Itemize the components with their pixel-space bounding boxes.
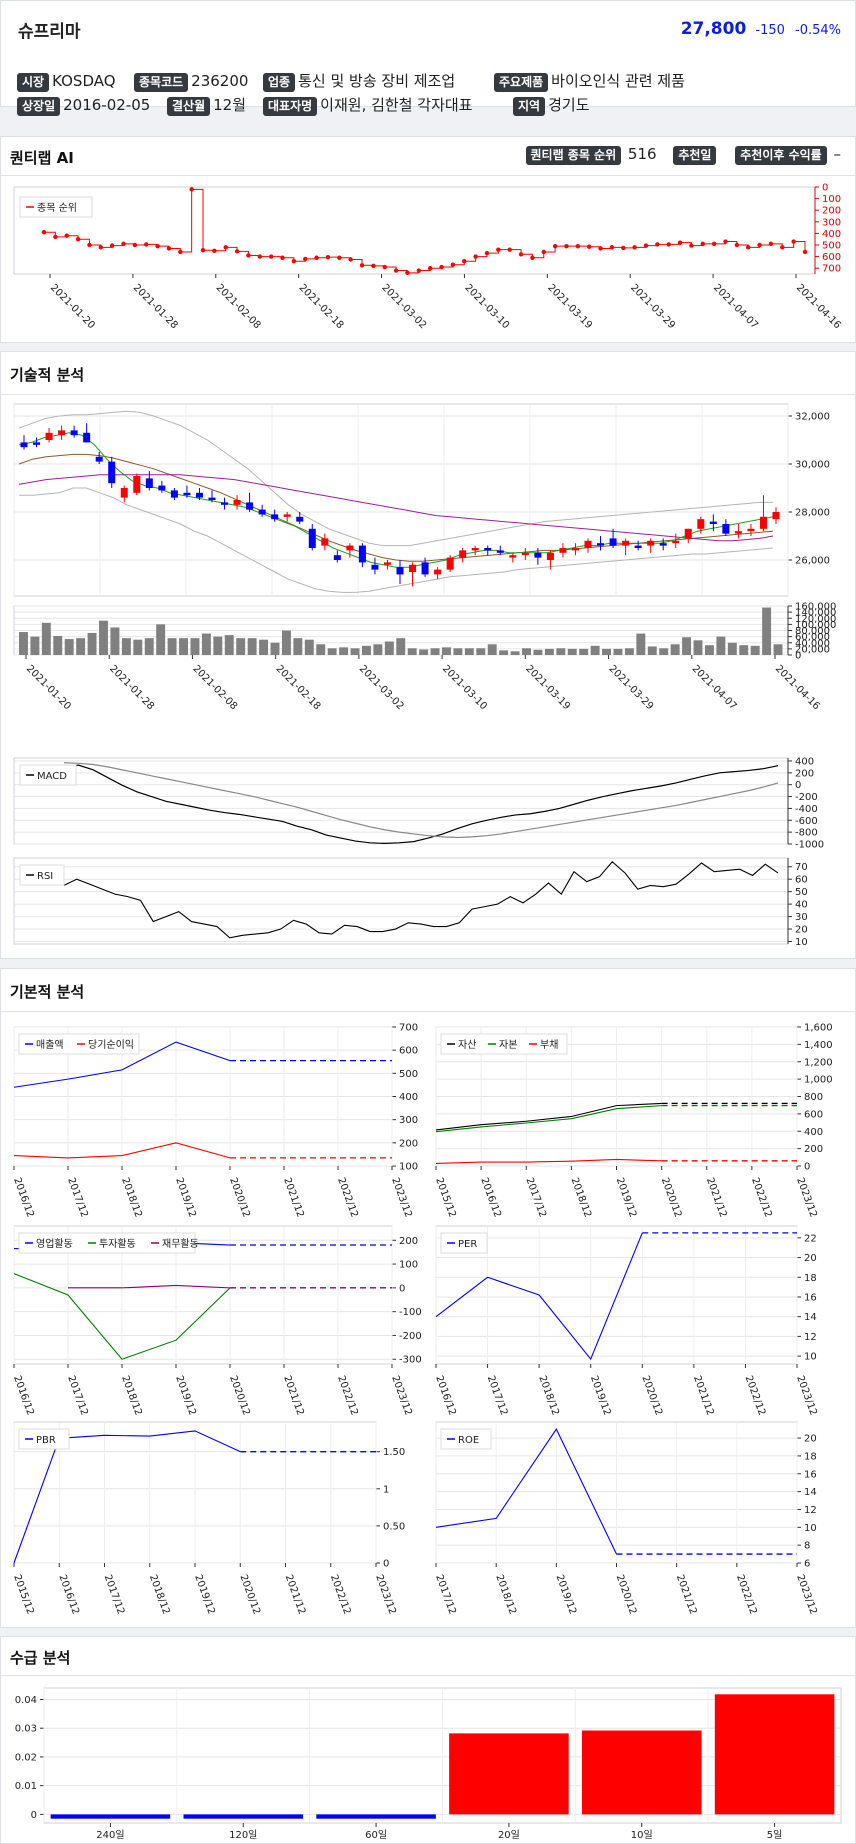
info-fiscal-month: 결산월 12월 bbox=[167, 95, 246, 116]
info-products: 주요제품 바이오인식 관련 제품 bbox=[494, 71, 685, 92]
rank-value: 516 bbox=[627, 145, 657, 163]
info-listing-date: 상장일 2016-02-05 bbox=[17, 95, 150, 116]
return-label: 추천이후 수익률 bbox=[735, 146, 827, 165]
supply-card: 수급 분석 bbox=[0, 1636, 856, 1844]
info-industry: 업종 통신 및 방송 장비 제조업 bbox=[263, 71, 455, 92]
quantilab-title: 퀀티랩 AI bbox=[10, 149, 74, 167]
fundamental-card: 기본적 분석 bbox=[0, 968, 856, 1628]
technical-card: 기술적 분석 bbox=[0, 351, 856, 959]
info-region: 지역 경기도 bbox=[513, 95, 590, 116]
price-block: 27,800 -150 -0.54% bbox=[681, 19, 841, 39]
quantilab-summary: 퀀티랩 종목 순위 516 추천일 추천이후 수익률 – bbox=[525, 145, 842, 165]
technical-title: 기술적 분석 bbox=[10, 366, 85, 384]
price-change-pct: -0.54% bbox=[795, 23, 841, 38]
info-code: 종목코드 236200 bbox=[134, 71, 248, 92]
stock-header-card: 슈프리마 27,800 -150 -0.54% 시장 KOSDAQ 종목코드 236… bbox=[0, 0, 856, 116]
return-value: – bbox=[833, 145, 842, 163]
rank-label: 퀀티랩 종목 순위 bbox=[525, 146, 622, 165]
info-ceo: 대표자명 이재원, 김한철 각자대표 bbox=[263, 95, 472, 116]
current-price: 27,800 bbox=[680, 19, 747, 39]
quantilab-card: 퀀티랩 AI 퀀티랩 종목 순위 516 추천일 추천이후 수익률 – bbox=[0, 136, 856, 343]
rec-date-label: 추천일 bbox=[673, 146, 717, 165]
supply-title: 수급 분석 bbox=[10, 1649, 71, 1667]
price-change: -150 bbox=[755, 23, 785, 38]
fundamental-title: 기본적 분석 bbox=[10, 983, 85, 1001]
info-market: 시장 KOSDAQ bbox=[17, 71, 116, 92]
stock-name: 슈프리마 bbox=[18, 22, 81, 42]
